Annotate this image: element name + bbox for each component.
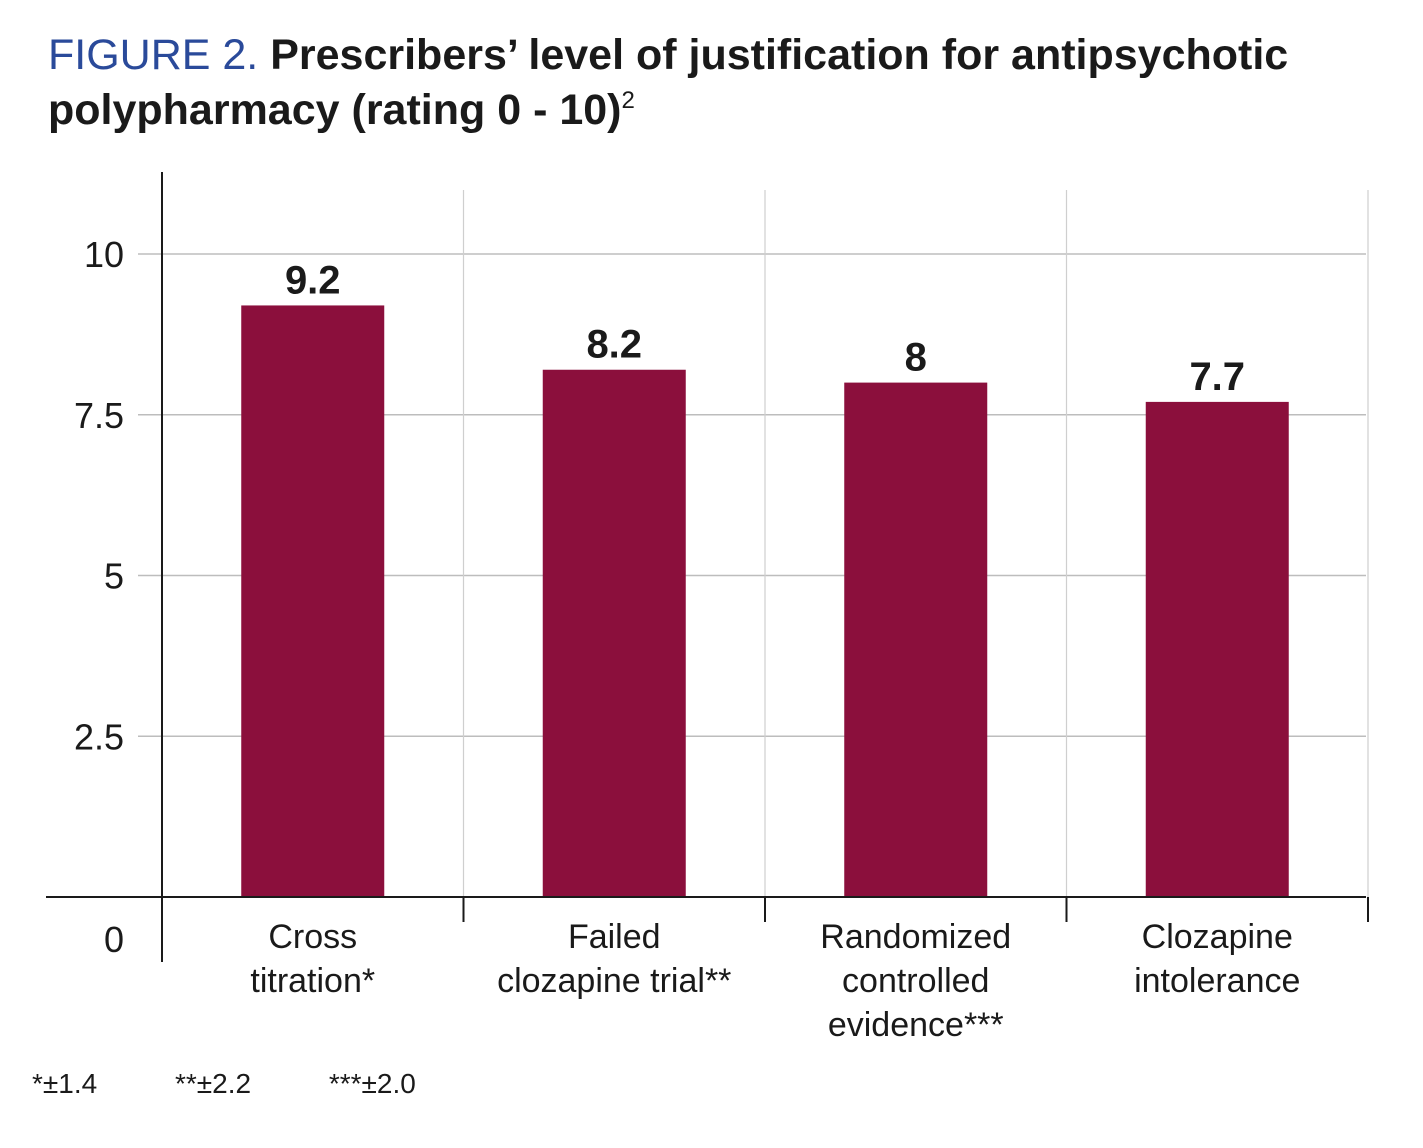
value-label-1: 8.2 (586, 323, 642, 367)
footnotes: *±1.4 **±2.2 ***±2.0 (32, 1068, 486, 1100)
category-label-3-line-1: intolerance (1134, 962, 1300, 1000)
category-label-3-line-0: Clozapine (1142, 918, 1293, 956)
category-label-2-line-2: evidence*** (828, 1006, 1004, 1044)
footnote-1: *±1.4 (32, 1068, 98, 1099)
bar-2 (844, 382, 988, 898)
figure-label: FIGURE 2. (48, 31, 259, 79)
category-label-0: Cross titration* (250, 918, 375, 1000)
value-label-0: 9.2 (285, 258, 341, 302)
ytick-label-2: 7.5 (74, 395, 124, 436)
category-label-2: Randomized controlled evidence*** (820, 918, 1011, 1044)
category-label-1: Failed clozapine trial** (497, 918, 731, 1000)
ytick-label-0: 2.5 (74, 716, 124, 757)
bar-1 (542, 369, 686, 897)
axes (46, 172, 1369, 962)
ytick-label-3: 10 (84, 234, 124, 275)
category-label-1-line-1: clozapine trial** (497, 962, 731, 1000)
category-label-3: Clozapine intolerance (1134, 918, 1300, 1000)
title-superscript: 2 (621, 87, 635, 114)
title-text: Prescribers’ level of justification for … (48, 31, 1289, 134)
ytick-label-1: 5 (104, 556, 124, 597)
chart-title: FIGURE 2. Prescribers’ level of justific… (48, 28, 1388, 138)
category-label-0-line-1: titration* (250, 962, 375, 1000)
zero-label: 0 (104, 919, 124, 960)
bars (241, 305, 1289, 898)
category-label-2-line-0: Randomized (820, 918, 1011, 956)
footnote-2: **±2.2 (174, 1068, 252, 1099)
category-label-2-line-1: controlled (842, 962, 989, 1000)
footnote-3: ***±2.0 (328, 1068, 416, 1099)
category-label-1-line-0: Failed (568, 918, 661, 956)
value-label-2: 8 (905, 336, 927, 380)
labels: 2.5 5 7.5 10 0 9.2 Cross titration* 8.2 Failed clo… (74, 234, 1300, 1044)
bar-0 (241, 305, 385, 897)
category-label-0-line-0: Cross (268, 918, 357, 956)
value-label-3: 7.7 (1189, 355, 1245, 399)
bar-3 (1145, 401, 1289, 897)
